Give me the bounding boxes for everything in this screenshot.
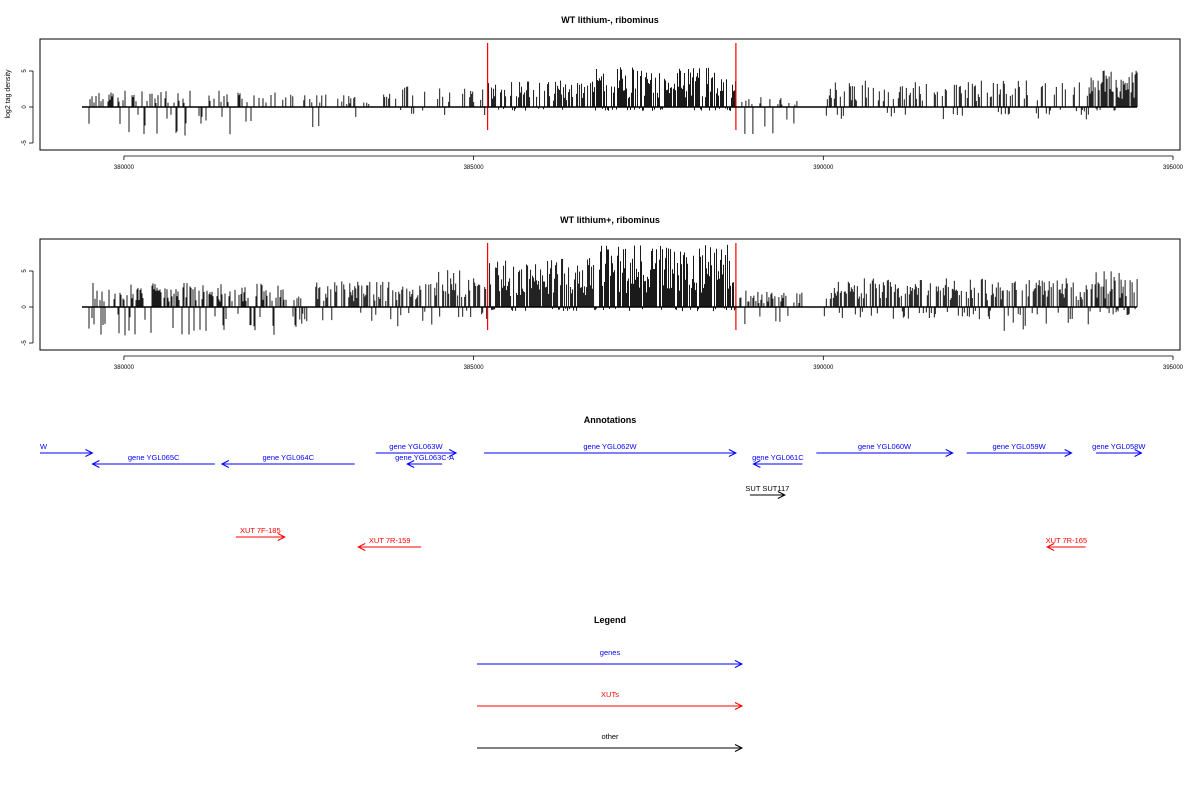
y-tick-label: 5 [22, 269, 28, 273]
signal-bars-2 [88, 244, 1138, 336]
x-tick-label: 385000 [464, 165, 485, 171]
feature-arrow [375, 449, 458, 457]
x-tick-label: 380000 [114, 165, 135, 171]
x-tick-label: 390000 [813, 365, 834, 371]
legend-label-gene: genes [600, 648, 621, 657]
x-axis-2: 380000 385000 390000 395000 [114, 355, 1184, 371]
y-tick-label: -5 [22, 340, 28, 346]
feature-label: XUT 7R-165 [1046, 536, 1088, 545]
feature-arrow [91, 460, 215, 468]
track-panel-lithium-plus: WT lithium+, ribominus -5 0 5 380000 385000… [22, 215, 1184, 371]
plot-frame-1 [39, 38, 1181, 151]
y-tick-label: -5 [22, 140, 28, 146]
legend-panel: Legend genes XUTs other [477, 615, 744, 752]
feature-arrow [406, 460, 443, 468]
feature-arrow [357, 543, 422, 551]
y-tick-label: 0 [22, 305, 28, 309]
y-tick-label: 0 [22, 105, 28, 109]
feature-arrow [484, 449, 738, 457]
legend-arrow-xut [477, 702, 744, 710]
legend-arrow-gene [477, 660, 744, 668]
legend-label-other: other [601, 732, 619, 741]
feature-label: gene YGL059W [993, 442, 1047, 451]
x-tick-label: 385000 [464, 365, 485, 371]
signal-bars-1 [88, 67, 1138, 136]
boundary-lines-1 [487, 43, 737, 131]
feature-arrow [816, 449, 954, 457]
feature-label: gene YGL063C-A [395, 453, 454, 462]
x-tick-label: 395000 [1163, 365, 1184, 371]
x-tick-label: 395000 [1163, 165, 1184, 171]
legend-items: genes XUTs other [477, 648, 744, 752]
legend-title: Legend [594, 615, 626, 625]
feature-arrow [752, 460, 803, 468]
feature-label: gene YGL061C [752, 453, 804, 462]
feature-label: gene YGL064C [262, 453, 314, 462]
x-tick-label: 380000 [114, 365, 135, 371]
feature-label: gene YGL058W [1092, 442, 1146, 451]
feature-label: SUT SUT117 [745, 484, 789, 493]
y-axis-1: -5 0 5 [22, 69, 34, 146]
track-title-lithium-plus: WT lithium+, ribominus [560, 215, 660, 225]
feature-label: XUT 7R-159 [369, 536, 411, 545]
feature-arrow [235, 533, 286, 541]
feature-label: gene YGL062W [583, 442, 637, 451]
y-tick-label: 5 [22, 69, 28, 73]
feature-arrow [40, 449, 94, 457]
feature-arrow [1096, 449, 1143, 457]
boundary-lines-2 [487, 243, 737, 331]
feature-label: W [40, 442, 48, 451]
x-tick-label: 390000 [813, 165, 834, 171]
feature-arrow [1045, 543, 1086, 551]
y-axis-label: log2 tag density [5, 69, 12, 119]
feature-arrow [966, 449, 1073, 457]
feature-label: gene YGL063W [389, 442, 443, 451]
y-axis-2: -5 0 5 [22, 269, 34, 346]
track-panel-lithium-minus: WT lithium-, ribominus log2 tag density … [5, 15, 1184, 171]
plot-frame-2 [39, 238, 1181, 351]
feature-label: gene YGL065C [128, 453, 180, 462]
x-axis-1: 380000 385000 390000 395000 [114, 155, 1184, 171]
feature-arrow [749, 491, 786, 499]
legend-label-xut: XUTs [601, 690, 619, 699]
feature-arrow [220, 460, 355, 468]
feature-label: XUT 7F-185 [240, 526, 281, 535]
track-title-lithium-minus: WT lithium-, ribominus [561, 15, 659, 25]
legend-arrow-other [477, 744, 744, 752]
feature-label: gene YGL060W [858, 442, 912, 451]
annotations-title: Annotations [584, 415, 637, 425]
